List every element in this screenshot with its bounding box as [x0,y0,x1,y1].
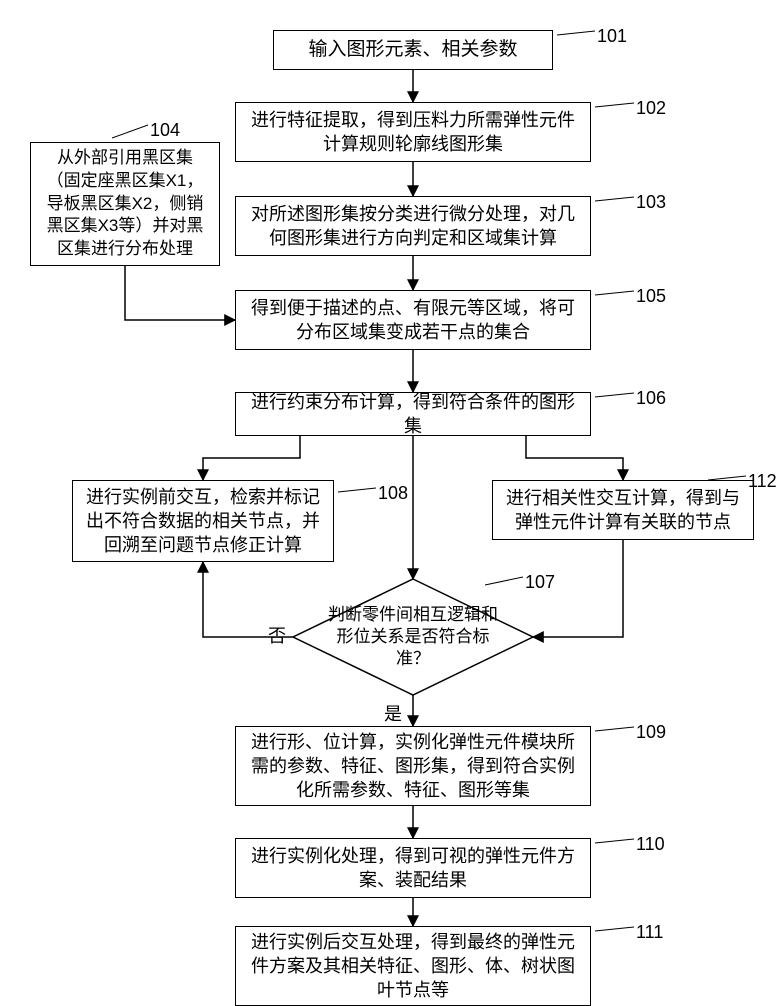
process-node-n106: 进行约束分布计算，得到符合条件的图形集 [235,392,591,436]
node-text: 进行约束分布计算，得到符合条件的图形集 [246,390,580,439]
step-label-l102: 102 [636,98,666,119]
node-text: 得到便于描述的点、有限元等区域，将可分布区域集变成若干点的集合 [246,296,580,345]
decision-text-span: 判断零件间相互逻辑和形位关系是否符合标准？ [327,604,500,670]
step-label-l103: 103 [636,192,666,213]
node-text: 对所述图形集按分类进行微分处理，对几何图形集进行方向判定和区域集计算 [246,202,580,251]
process-node-n109: 进行形、位计算，实例化弹性元件模块所需的参数、特征、图形集，得到符合实例化所需参… [235,726,591,806]
process-node-n104: 从外部引用黑区集（固定座黑区集X1，导板黑区集X2，侧销黑区集X3等）并对黑区集… [30,142,220,266]
node-text: 进行实例后交互处理，得到最终的弹性元件方案及其相关特征、图形、体、树状图叶节点等 [246,930,580,1003]
step-label-l108: 108 [378,483,408,504]
step-label-l110: 110 [636,834,665,855]
process-node-n105: 得到便于描述的点、有限元等区域，将可分布区域集变成若干点的集合 [235,290,591,350]
branch-label-yes: 是 [384,700,402,726]
step-label-l111: 111 [636,922,663,943]
node-text: 进行形、位计算，实例化弹性元件模块所需的参数、特征、图形集，得到符合实例化所需参… [246,730,580,803]
process-node-n108: 进行实例前交互，检索并标记出不符合数据的相关节点，并回溯至问题节点修正计算 [72,480,334,562]
node-text: 从外部引用黑区集（固定座黑区集X1，导板黑区集X2，侧销黑区集X3等）并对黑区集… [41,147,209,262]
node-text: 进行相关性交互计算，得到与弹性元件计算有关联的节点 [503,486,743,535]
step-label-l112: 112 [748,471,777,492]
step-label-l109: 109 [636,722,666,743]
process-node-n101: 输入图形元素、相关参数 [273,30,553,70]
step-label-l105: 105 [636,286,666,307]
branch-label-no: 否 [268,622,286,648]
process-node-n112: 进行相关性交互计算，得到与弹性元件计算有关联的节点 [492,480,754,540]
decision-text: 判断零件间相互逻辑和形位关系是否符合标准？ [327,596,500,677]
step-label-l101: 101 [597,26,627,47]
node-text: 输入图形元素、相关参数 [308,37,517,63]
process-node-n111: 进行实例后交互处理，得到最终的弹性元件方案及其相关特征、图形、体、树状图叶节点等 [235,926,591,1006]
node-text: 进行特征提取，得到压料力所需弹性元件计算规则轮廓线图形集 [246,108,580,157]
process-node-n102: 进行特征提取，得到压料力所需弹性元件计算规则轮廓线图形集 [235,102,591,162]
step-label-l106: 106 [636,388,666,409]
flowchart-canvas: 输入图形元素、相关参数进行特征提取，得到压料力所需弹性元件计算规则轮廓线图形集对… [0,0,783,1000]
step-label-l104: 104 [150,120,180,141]
node-text: 进行实例前交互，检索并标记出不符合数据的相关节点，并回溯至问题节点修正计算 [83,485,323,558]
node-text: 进行实例化处理，得到可视的弹性元件方案、装配结果 [246,844,580,893]
process-node-n110: 进行实例化处理，得到可视的弹性元件方案、装配结果 [235,838,591,898]
step-label-l107: 107 [525,572,555,593]
process-node-n103: 对所述图形集按分类进行微分处理，对几何图形集进行方向判定和区域集计算 [235,196,591,256]
